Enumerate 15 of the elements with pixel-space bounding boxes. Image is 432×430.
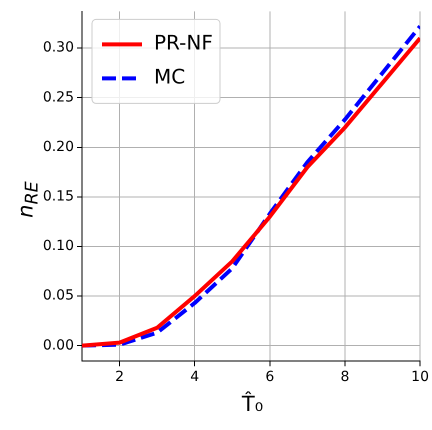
y-tick-label: 0.25 <box>42 89 74 106</box>
x-tick-label: 4 <box>190 369 200 386</box>
x-tick-label: 10 <box>411 369 430 386</box>
y-tick-label: 0.10 <box>42 238 74 254</box>
legend-label: PR-NF <box>154 30 213 55</box>
x-axis-title: T̂₀ <box>240 392 264 416</box>
legend-label: MC <box>154 64 186 89</box>
x-tick-label: 8 <box>340 369 350 386</box>
x-tick-label: 2 <box>115 369 124 386</box>
y-tick-label: 0.30 <box>42 40 74 56</box>
y-tick-label: 0.00 <box>42 337 74 354</box>
y-tick-label: 0.20 <box>42 138 74 155</box>
x-tick-label: 6 <box>265 369 274 386</box>
y-tick-label: 0.05 <box>42 288 74 304</box>
y-tick-label: 0.15 <box>42 188 74 205</box>
